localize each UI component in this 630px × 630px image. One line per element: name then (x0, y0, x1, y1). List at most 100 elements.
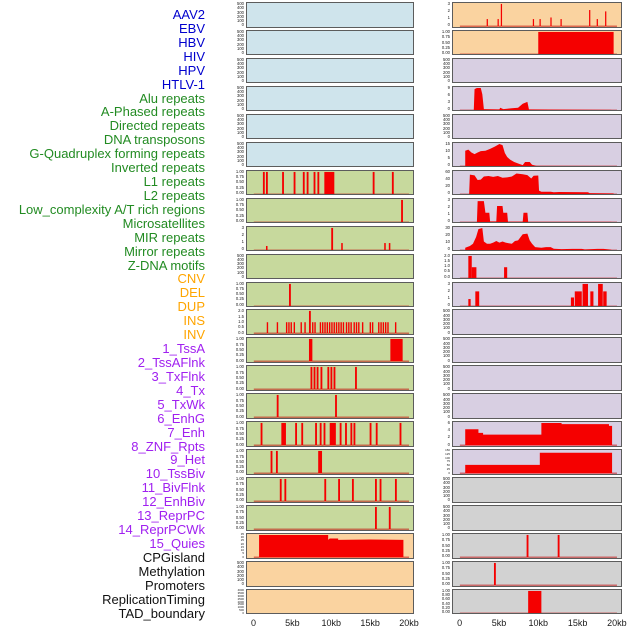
y-axis-ticks-l1-repeats: 1.00 0.75 0.50 0.25 0.00 (204, 337, 244, 363)
y-tick-label: 2 (447, 8, 450, 14)
y-tick-label: 2.0 (238, 308, 244, 314)
y-tick-label: 0.00 (235, 413, 244, 419)
y-tick-label: 0.50 (235, 347, 244, 353)
y-axis-ticks-htlv-1: 500 400 300 200 100 0 (204, 140, 244, 168)
y-tick-label: 400 (443, 396, 450, 402)
track-bars-12-enhbiv (453, 366, 621, 390)
track-panel-cnv (246, 533, 414, 559)
y-tick-label: 3 (241, 224, 244, 230)
x-axis-tick-label-right-5kb: 5kb (491, 618, 507, 628)
track-bars-10-tssbiv (453, 310, 621, 334)
track-panel-8-znf-rpts (452, 253, 622, 280)
y-tick-label: 300 (237, 261, 244, 267)
track-bars-htlv-1 (247, 143, 413, 167)
y-tick-label: 0 (447, 329, 450, 335)
y-tick-label: 0.25 (235, 212, 244, 218)
y-tick-label: 1.00 (441, 587, 450, 593)
y-tick-label: 400 (443, 368, 450, 374)
y-tick-label: 0.25 (441, 44, 450, 50)
y-tick-label: 0.75 (235, 369, 244, 375)
feature-label-a-phased-repeats: A-Phased repeats (100, 104, 205, 120)
y-tick-label: 300 (443, 512, 450, 518)
track-panel-15-quies (452, 449, 622, 475)
track-bars-z-dna-motifs (253, 507, 410, 530)
y-tick-label: 0.0 (444, 273, 450, 279)
feature-label-inverted-repeats: Inverted repeats (111, 160, 205, 176)
y-tick-label: 500 (237, 140, 244, 146)
track-panel-cpgisland (452, 477, 622, 503)
track-panel-9-het (452, 281, 622, 307)
y-tick-label: 400 (237, 564, 244, 570)
y-tick-label: 15 (240, 544, 244, 549)
y-tick-label: 1.00 (235, 504, 244, 510)
y-tick-label: 400 (443, 117, 450, 123)
track-panel-promoters (452, 533, 622, 559)
feature-label-12-enhbiv: 12_EnhBiv (142, 494, 205, 510)
y-tick-label: 0.75 (441, 34, 450, 40)
feature-label-hiv: HIV (183, 48, 205, 64)
y-tick-label: 300 (443, 372, 450, 378)
track-panel-ins (452, 2, 622, 28)
y-tick-label: 125 (445, 451, 450, 456)
track-bars-4-tx (459, 143, 617, 167)
feature-label-hpv: HPV (178, 62, 205, 78)
y-tick-label: 6 (447, 91, 450, 97)
y-tick-label: 400 (237, 145, 244, 150)
y-tick-label: 0 (241, 78, 244, 84)
y-tick-label: 300 (443, 344, 450, 350)
track-panel-inverted-repeats (246, 309, 414, 335)
track-bars-6-enhg (459, 200, 617, 223)
y-tick-label: 1.00 (235, 392, 244, 398)
y-tick-label: 0.75 (235, 453, 244, 459)
y-tick-label: 1.00 (441, 28, 450, 34)
y-tick-label: 300 (237, 93, 244, 99)
track-bars-5-txwk (459, 173, 617, 195)
feature-label-3-txflnk: 3_TxFlnk (151, 368, 205, 384)
y-tick-label: 0 (242, 554, 244, 559)
y-tick-label: 200 (443, 349, 450, 355)
track-panel-13-reprpc (452, 393, 622, 419)
feature-label-replicationtiming: ReplicationTiming (102, 591, 205, 607)
y-tick-label: 10 (445, 147, 450, 153)
y-axis-ticks-3-txflnk: 500 400 300 200 100 0 (410, 113, 450, 140)
y-tick-label: 25 (240, 538, 244, 543)
track-panel-dup (246, 588, 414, 615)
y-tick-label: 500 (237, 56, 244, 62)
track-panel-3-txflnk (452, 113, 622, 140)
y-tick-label: 100 (443, 409, 450, 415)
y-tick-label: 0.00 (235, 469, 244, 475)
feature-label-hbv: HBV (178, 34, 205, 50)
y-tick-label: 10 (240, 548, 244, 553)
y-tick-label: 0.75 (235, 285, 244, 291)
y-tick-label: 400 (443, 312, 450, 318)
y-axis-ticks-inverted-repeats: 2.0 1.5 1.0 0.5 0.0 (204, 309, 244, 335)
track-bars-tad-boundary (459, 590, 617, 614)
track-bars-13-reprpc (453, 394, 621, 418)
track-panel-7-enh (452, 225, 622, 252)
track-bars-aav2 (247, 3, 413, 27)
y-axis-ticks-dna-transposons: 500 400 300 200 100 0 (204, 253, 244, 280)
track-panel-hbv (246, 57, 414, 84)
y-tick-label: 300 (443, 316, 450, 322)
track-panel-mir-repeats (246, 449, 414, 475)
y-axis-ticks-8-znf-rpts: 2.0 1.5 1.0 0.5 0.0 (410, 253, 450, 280)
y-tick-label: 400 (237, 117, 244, 123)
feature-label-dna-transposons: DNA transposons (103, 132, 205, 148)
y-tick-label: 0.25 (441, 575, 450, 581)
feature-label-10-tssbiv: 10_TssBiv (145, 466, 205, 482)
y-tick-label: 200 (237, 69, 244, 75)
y-tick-label: 1.5 (444, 257, 450, 263)
y-tick-label: 400 (443, 480, 450, 486)
y-tick-label: 0.50 (235, 179, 244, 185)
y-tick-label: 0.00 (441, 553, 450, 559)
y-tick-label: 0.00 (235, 525, 244, 531)
y-axis-ticks-g-quadruplex-forming-repeats: 1.00 0.75 0.50 0.25 0.00 (204, 281, 244, 308)
y-axis-ticks-4-tx: 15 10 5 0 (410, 141, 450, 168)
y-tick-label: 100 (443, 353, 450, 359)
y-tick-label: 1.00 (441, 560, 450, 565)
track-panel-inv (452, 29, 622, 56)
y-tick-label: 5 (447, 154, 450, 160)
y-tick-label: 400 (443, 340, 450, 346)
